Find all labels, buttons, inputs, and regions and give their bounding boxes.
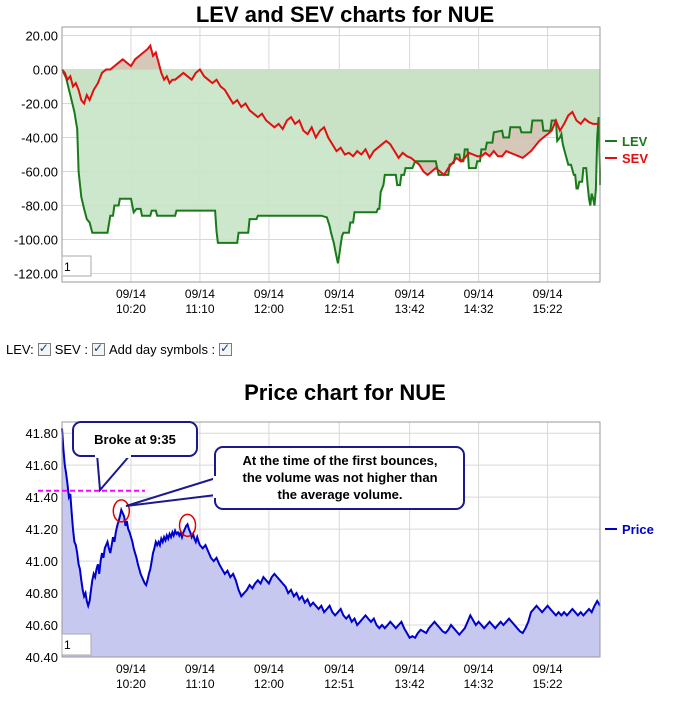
price-area [62,428,600,657]
lev-chart-title: LEV and SEV charts for NUE [195,2,495,27]
x-tick-time-label: 14:32 [464,302,494,316]
sev-line [61,43,600,177]
x-tick-date-label: 09/14 [185,662,215,676]
lev-sev-chart: 20.00 0.00 -20.00 -40.00 -60.00 -80.00 -100.00… [14,26,648,316]
page-box [61,633,92,656]
bounce-highlight-circle [112,499,131,523]
lev-checkbox[interactable] [37,341,51,356]
x-tick-date-label: 09/14 [324,662,354,676]
sev-toggle-label: SEV : [54,342,88,357]
y-tick-label: 41.40 [25,490,58,505]
page-box [61,255,92,277]
sev-checkbox[interactable] [91,341,105,356]
callout-broke-box [72,421,198,457]
y-tick-label: -60.00 [21,165,58,180]
x-tick-date-label: 09/14 [116,287,146,301]
x-tick-time-label: 10:20 [116,302,146,316]
plot-border [61,421,601,658]
y-tick-label: -40.00 [21,131,58,146]
x-tick-time-label: 11:10 [185,677,214,691]
legend-label-price: Price [622,522,654,537]
callout-pointer-mask [213,476,219,498]
series-toggle-controls: LEV: SEV : Add day symbols : [6,341,236,357]
legend-label-sev: SEV [622,151,648,166]
y-tick-label: -20.00 [21,97,58,112]
day-symbols-label: Add day symbols : [108,342,216,357]
y-tick-label: 0.00 [33,63,58,78]
day-symbols-checkbox[interactable] [219,341,233,356]
lev-line [61,69,601,264]
y-tick-label: 41.60 [25,458,58,473]
price-chart-title: Price chart for NUE [244,380,446,405]
y-tick-label: 40.80 [25,586,58,601]
y-tick-label: 41.80 [25,426,58,441]
page-box-value: 1 [64,260,71,274]
y-tick-label: 41.00 [25,554,58,569]
y-tick-label: 20.00 [25,29,58,44]
lev-toggle-label: LEV: [6,342,34,357]
bounce-highlight-circle [178,513,197,538]
x-tick-time-label: 13:42 [395,677,425,691]
x-tick-date-label: 09/14 [116,662,146,676]
x-tick-date-label: 09/14 [395,287,425,301]
page-box-value: 1 [64,638,71,652]
x-tick-time-label: 10:20 [116,677,146,691]
callout-volume-text-line: At the time of the first bounces, [242,453,437,468]
legend-label-lev: LEV [622,134,648,149]
x-tick-date-label: 09/14 [533,287,563,301]
x-tick-time-label: 15:22 [533,302,563,316]
x-tick-time-label: 15:22 [533,677,563,691]
x-tick-date-label: 09/14 [464,662,494,676]
x-tick-time-label: 13:42 [395,302,425,316]
x-tick-time-label: 12:00 [254,677,284,691]
callout-pointer-mask [95,452,131,458]
lev-area [62,69,600,264]
y-tick-label: -120.00 [14,267,58,282]
x-tick-date-label: 09/14 [254,287,284,301]
x-tick-time-label: 11:10 [185,302,214,316]
callout-volume-text-line: the volume was not higher than [242,470,437,485]
y-tick-label: 40.60 [25,618,58,633]
x-tick-time-label: 12:51 [324,677,354,691]
x-tick-date-label: 09/14 [533,662,563,676]
x-tick-date-label: 09/14 [254,662,284,676]
x-tick-time-label: 12:51 [324,302,354,316]
y-tick-label: 41.20 [25,522,58,537]
x-tick-date-label: 09/14 [464,287,494,301]
x-tick-date-label: 09/14 [324,287,354,301]
callout-volume-text-line: the average volume. [278,487,403,502]
callout-broke-text: Broke at 9:35 [94,432,176,447]
y-tick-label: -100.00 [14,233,58,248]
x-tick-time-label: 14:32 [464,677,494,691]
x-tick-date-label: 09/14 [185,287,215,301]
plot-border [61,26,601,283]
y-tick-label: -80.00 [21,199,58,214]
x-tick-time-label: 12:00 [254,302,284,316]
x-tick-date-label: 09/14 [395,662,425,676]
y-tick-label: 40.40 [25,650,58,665]
